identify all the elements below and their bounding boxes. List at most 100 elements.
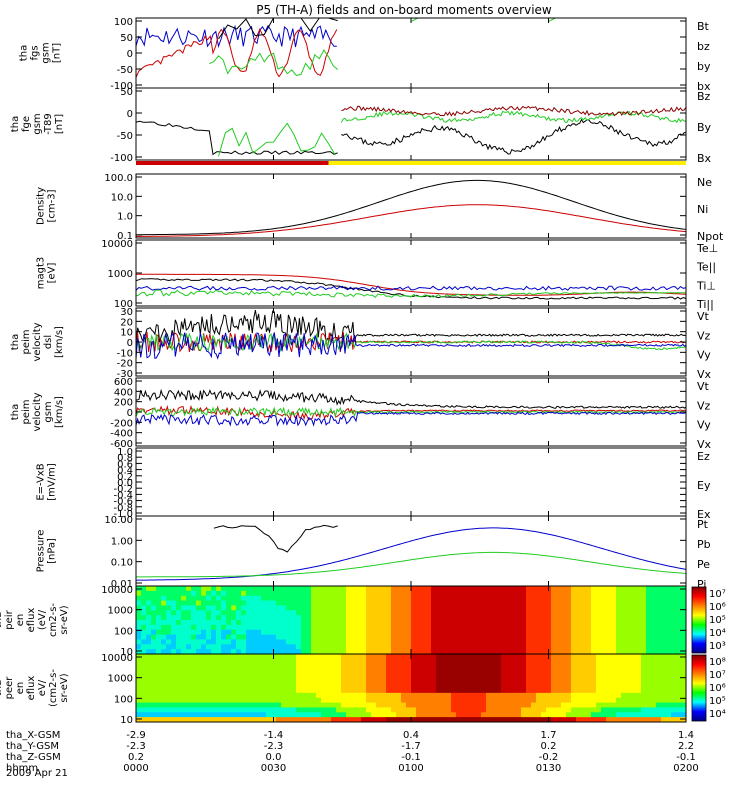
axis-row-label: tha_X-GSM [6, 730, 60, 741]
axis-row-value: -2.3 [126, 741, 146, 752]
y-tick-label: 0 [127, 338, 133, 349]
axis-row-label: hhmm [6, 763, 38, 774]
y-tick-label: 0 [127, 109, 133, 120]
colorbar-tick-label: 10⁸ [709, 657, 726, 668]
colorbar-tick-label: 10⁶ [709, 602, 726, 613]
y-axis-label-line: [mV/m] [47, 463, 58, 501]
y-tick-label: 10 [120, 328, 133, 339]
axis-row-value: -2.9 [126, 730, 146, 741]
panel-temp: 10000 1000 100 magt3[eV] Te⊥ Te|| Ti⊥ Ti|| [36, 239, 719, 311]
y-axis-label-line: eflux [26, 608, 37, 633]
y-tick-label: -0.6 [113, 497, 133, 508]
y-tick-label: 1000 [108, 674, 133, 685]
axis-row-value: 0.2 [128, 752, 144, 763]
series-bt [218, 18, 338, 40]
series-vx [136, 411, 686, 427]
y-tick-label: 0.0 [117, 478, 133, 489]
series-teperp [136, 273, 686, 296]
axis-row-value: -0.2 [539, 752, 559, 763]
colorbar-tick-label: 10⁴ [709, 709, 726, 720]
y-axis-label: thapeerenefluxeV/(cm2-s-sr-eV) [0, 669, 70, 707]
axis-row-value: 0130 [536, 763, 561, 774]
y-axis-label-line: peim [21, 399, 32, 424]
axis-row-value: 0000 [123, 763, 148, 774]
y-tick-label: 600 [114, 377, 133, 388]
y-tick-label: 0.01 [111, 579, 133, 590]
panel-peir: 10⁷ 10⁶ 10⁵ 10⁴ 10³ 10000 1000 100 10 thapeirenef… [0, 585, 726, 658]
y-axis-label-line: peim [21, 329, 32, 354]
legend-vt: Vt [697, 310, 710, 323]
legend-npot: Npot [697, 230, 724, 243]
y-tick-label: -400 [110, 429, 133, 440]
y-axis-label: thapeimvelocitygsm[km/s] [10, 392, 65, 431]
series-bz [136, 27, 338, 78]
y-tick-label: 1000 [108, 269, 133, 280]
colorbar-tick-label: 10⁷ [709, 670, 726, 681]
y-tick-label: -0.8 [113, 503, 133, 514]
y-axis-label-line: peer [4, 676, 15, 700]
axis-row-value: 1.4 [678, 730, 694, 741]
y-axis-label-line: velocity [32, 322, 43, 361]
y-tick-label: 10 [120, 647, 133, 658]
legend-vt: Vt [697, 380, 710, 393]
legend-vx: Vx [697, 438, 712, 451]
panel-frame [135, 87, 687, 161]
y-tick-label: 0.10 [111, 558, 133, 569]
legend-ni: Ni [697, 203, 708, 216]
y-tick-label: 0.4 [117, 466, 133, 477]
bottom-axis: tha_X-GSM -2.9 -1.4 0.4 1.7 1.4 tha_Y-GSM -2.3 -… [6, 730, 699, 774]
y-axis-label-line: tha [10, 334, 21, 350]
legend-vy: Vy [697, 419, 711, 432]
series-ne [136, 204, 686, 237]
y-tick-label: -50 [117, 65, 133, 76]
y-tick-label: -0.2 [113, 484, 133, 495]
y-axis-label-line: gsm [32, 113, 43, 134]
y-axis-label-line: en [15, 682, 26, 695]
y-tick-label: 10000 [101, 653, 133, 664]
series-bx [136, 24, 337, 49]
y-axis-label-line: [nPa] [47, 538, 58, 564]
legend-bx: bx [697, 80, 711, 93]
y-tick-label: 1.00 [111, 536, 133, 547]
colorbar-tick-label: 10⁵ [709, 615, 726, 626]
y-axis-label-line: tha [10, 404, 21, 420]
y-tick-label: -200 [110, 418, 133, 429]
y-tick-label: 50 [120, 87, 133, 98]
y-axis-label-line: fgs [30, 45, 41, 60]
mode-bar-fast [328, 161, 686, 165]
y-axis-label-line: velocity [32, 392, 43, 431]
y-tick-label: -1.0 [113, 509, 133, 520]
y-axis-label-line: tha [0, 680, 4, 696]
panel-peer-data [136, 654, 686, 722]
y-axis-label-line: sr-eV) [59, 673, 70, 702]
y-axis-label: magt3[eV] [36, 257, 58, 290]
y-axis-label: E=-VxB[mV/m] [36, 463, 58, 501]
series-pe [136, 551, 686, 578]
panel-peer: 10⁸ 10⁷ 10⁶ 10⁵ 10⁴ 10000 1000 100 10 thapeerenef… [0, 653, 726, 726]
y-axis-label-line: [eV] [47, 263, 58, 284]
panel-peimgsm-data [136, 388, 686, 427]
axis-row-value: -0.1 [401, 752, 421, 763]
panel-fgs: 100 50 0 -50 -100 thafgsgsm[nT] Bt bz by bx [19, 17, 711, 93]
legend-vz: Vz [697, 329, 711, 342]
y-tick-label: -30 [117, 369, 133, 380]
colorbar-tick-label: 10⁶ [709, 683, 726, 694]
y-axis-label-line: cm2-s- [48, 603, 59, 637]
date-label: 2009 Apr 21 [6, 768, 68, 779]
series-pt [213, 524, 338, 553]
y-tick-label: -100 [110, 153, 133, 164]
y-axis-label-line: -T89 [43, 113, 54, 135]
panel-density: 100.0 10.0 1.0 0.1 Density[cm-3] Ne Ni Npot [36, 173, 724, 243]
legend-by: by [697, 60, 711, 73]
panel-density-data [136, 179, 686, 237]
y-tick-label: 200 [114, 398, 133, 409]
series-by [340, 110, 686, 124]
y-tick-label: 10000 [101, 585, 133, 596]
y-axis-label: thapeireneflux(eV/cm2-s-sr-eV) [0, 603, 70, 637]
series-vy [136, 406, 686, 418]
y-tick-label: 10000 [101, 239, 133, 250]
y-tick-label: 100 [114, 626, 133, 637]
legend-bx: Bx [697, 152, 712, 165]
